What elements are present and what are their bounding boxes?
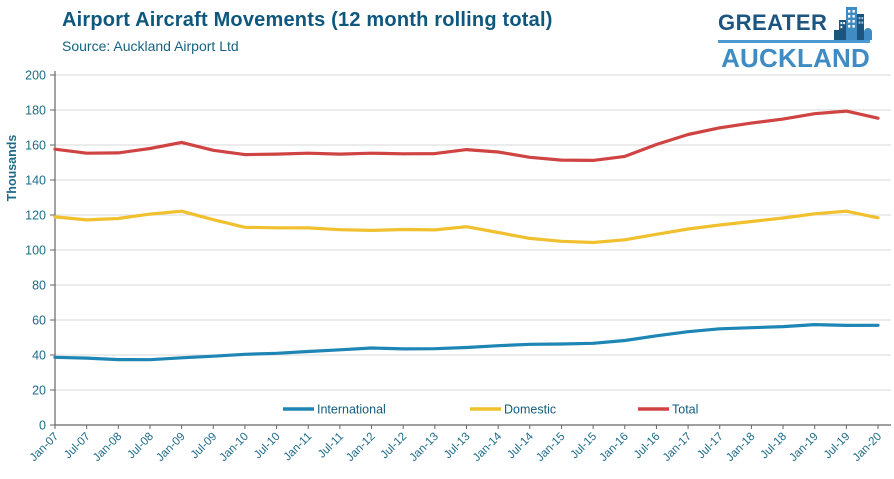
x-axis-tick-label: Jul-18 [759,431,790,462]
x-axis-tick-label: Jul-09 [189,431,220,462]
x-axis-tick-label: Jul-17 [695,431,726,462]
chart-source: Source: Auckland Airport Ltd [62,38,239,54]
x-axis-tick-label: Jan-11 [282,431,315,464]
city-buildings-icon [834,7,872,40]
x-axis-tick-label: Jan-10 [218,431,251,464]
legend-label-domestic: Domestic [504,403,556,417]
x-axis-tick-label: Jan-19 [787,431,820,464]
series-line-domestic [53,209,880,245]
y-axis-tick-label: 100 [25,244,46,258]
x-axis-tick-label: Jan-15 [534,431,567,464]
series-line-international [53,323,880,362]
x-axis-tick-label: Jul-12 [379,431,410,462]
x-axis-tick-label: Jan-07 [28,431,61,464]
x-axis-tick-label: Jul-11 [316,431,346,461]
x-axis-tick-label: Jul-10 [252,431,283,462]
x-axis-tick-label: Jul-13 [442,431,473,462]
x-axis-tick-label: Jan-12 [344,431,377,464]
legend-label-total: Total [672,403,698,417]
x-axis-tick-label: Jul-16 [632,431,663,462]
greater-auckland-logo: GREATER AUCKLAND [718,7,872,74]
x-axis-tick-label: Jan-20 [851,431,884,464]
x-axis-tick-label: Jan-13 [408,431,441,464]
logo-top-row: GREATER [718,7,872,40]
y-axis-tick-label: 180 [25,104,46,118]
y-axis-tick-label: 0 [39,419,46,433]
y-axis-tick-label: 40 [32,349,46,363]
y-axis-tick-label: 120 [25,209,46,223]
x-axis-tick-label: Jan-16 [598,431,631,464]
x-axis-tick-label: Jul-07 [62,431,93,462]
x-axis-tick-label: Jan-08 [91,431,124,464]
y-axis-tick-label: 200 [25,69,46,83]
logo-text-greater: GREATER [718,10,828,35]
series-line-total [53,109,880,162]
x-axis-tick-label: Jan-17 [661,431,694,464]
x-axis-tick-label: Jan-18 [724,431,757,464]
legend-label-international: International [317,403,386,417]
y-axis-tick-label: 20 [32,384,46,398]
x-axis-tick-label: Jan-14 [471,430,505,464]
y-axis-title: Thousands [5,135,19,202]
y-axis-tick-label: 60 [32,314,46,328]
y-axis-tick-label: 160 [25,139,46,153]
x-axis-tick-label: Jul-15 [569,431,600,462]
x-axis-tick-label: Jan-09 [154,431,187,464]
y-axis-tick-label: 140 [25,174,46,188]
x-axis-tick-label: Jul-08 [125,431,156,462]
logo-underline [718,40,870,43]
logo-text-auckland: AUCKLAND [721,43,870,73]
y-axis-tick-label: 80 [32,279,46,293]
x-axis-tick-label: Jul-19 [822,431,853,462]
x-axis-tick-label: Jul-14 [505,430,536,461]
chart-title: Airport Aircraft Movements (12 month rol… [62,9,553,31]
